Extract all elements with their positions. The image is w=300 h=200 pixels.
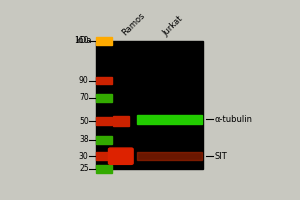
Text: 160: 160 bbox=[74, 36, 89, 45]
Text: 25: 25 bbox=[79, 164, 89, 173]
Bar bbox=[96, 136, 112, 144]
Bar bbox=[96, 94, 112, 102]
Text: Ramos: Ramos bbox=[120, 11, 147, 38]
Text: 50: 50 bbox=[79, 117, 89, 126]
Text: α-tubulin: α-tubulin bbox=[215, 115, 253, 124]
Bar bbox=[113, 116, 129, 126]
Text: 70: 70 bbox=[79, 93, 89, 102]
Bar bbox=[137, 152, 202, 160]
Bar bbox=[96, 77, 112, 84]
Text: 38: 38 bbox=[79, 135, 89, 144]
Bar bbox=[96, 117, 112, 125]
Text: SIT: SIT bbox=[215, 152, 228, 161]
Bar bbox=[96, 152, 112, 160]
Bar bbox=[96, 165, 112, 173]
Bar bbox=[137, 115, 202, 124]
Text: 90: 90 bbox=[79, 76, 89, 85]
Text: Jurkat: Jurkat bbox=[161, 14, 185, 38]
Bar bbox=[96, 37, 112, 45]
Text: kDa: kDa bbox=[76, 36, 92, 45]
FancyBboxPatch shape bbox=[109, 148, 133, 164]
Text: 30: 30 bbox=[79, 152, 89, 161]
